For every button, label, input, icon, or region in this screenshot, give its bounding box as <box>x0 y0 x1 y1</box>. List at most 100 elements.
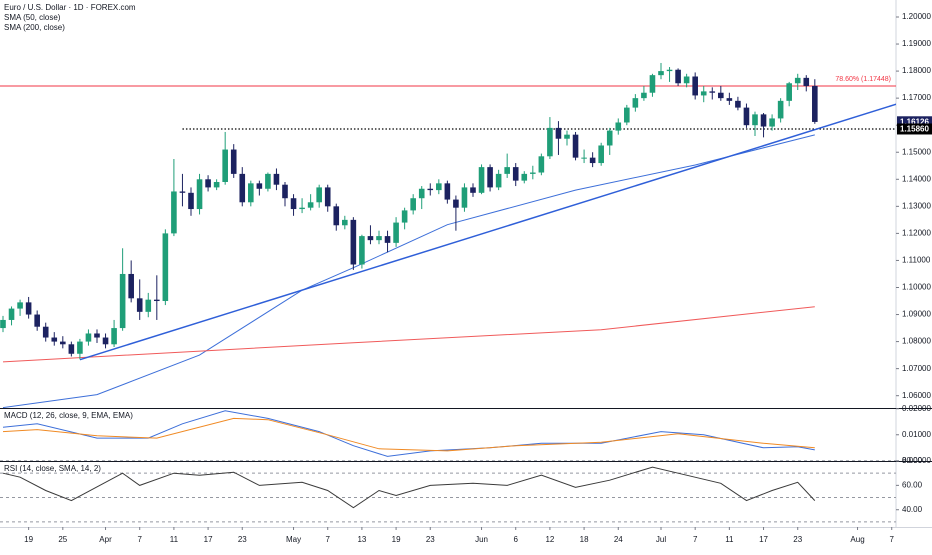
candle-body <box>290 198 297 210</box>
candle-body <box>273 173 280 185</box>
candle-body <box>307 202 314 208</box>
price-marker <box>897 123 932 135</box>
candle-body <box>427 188 434 191</box>
candle-body <box>25 302 32 315</box>
sma-line <box>2 306 815 363</box>
y-tick-label: 1.11000 <box>902 256 931 265</box>
candle-body <box>17 302 23 309</box>
x-tick-label: 23 <box>793 535 802 544</box>
candle-body <box>60 341 66 345</box>
candle-body <box>401 210 408 223</box>
x-tick-label: 23 <box>238 535 247 544</box>
legend-entry: SMA (200, close) <box>4 23 65 32</box>
x-tick-label: 19 <box>24 535 33 544</box>
axes: 1.200001.190001.180001.170001.160001.150… <box>24 12 932 544</box>
candle-body <box>718 92 724 99</box>
x-tick-label: 17 <box>759 535 768 544</box>
candle-body <box>256 183 263 189</box>
candle-body <box>51 337 58 342</box>
candle-body <box>367 236 374 241</box>
x-tick-label: 11 <box>170 535 179 544</box>
y-tick-label: 60.00 <box>902 480 923 489</box>
candle-body <box>675 69 681 84</box>
y-tick-label: 0.00000 <box>902 456 931 465</box>
y-tick-label: 1.19000 <box>902 39 931 48</box>
candle-body <box>641 92 647 99</box>
x-tick-label: 7 <box>325 535 330 544</box>
candle-body <box>359 236 365 265</box>
candle-body <box>444 183 451 200</box>
rsi-pane <box>0 466 896 523</box>
x-tick-label: 7 <box>137 535 142 544</box>
x-tick-label: 17 <box>204 535 213 544</box>
y-tick-label: 1.06000 <box>902 391 931 400</box>
candle-body <box>119 273 126 329</box>
x-tick-label: 7 <box>890 535 895 544</box>
candle-body <box>239 173 246 203</box>
candle-body <box>34 314 40 327</box>
macd-title: MACD (12, 26, close, 9, EMA, EMA) <box>4 411 133 420</box>
x-tick-label: 19 <box>392 535 401 544</box>
x-tick-label: 12 <box>545 535 554 544</box>
candle-body <box>794 77 801 84</box>
x-tick-label: Aug <box>850 535 864 544</box>
candle-body <box>649 75 656 93</box>
x-tick-label: 23 <box>426 535 435 544</box>
candle-body <box>812 85 818 122</box>
candle-body <box>803 77 810 86</box>
candle-body <box>222 149 228 182</box>
candle-body <box>624 107 630 123</box>
y-tick-label: 1.18000 <box>902 66 931 75</box>
rsi-line <box>2 466 816 509</box>
x-tick-label: Jul <box>656 535 666 544</box>
x-tick-label: Apr <box>99 535 112 544</box>
candle-body <box>324 187 331 207</box>
candle-body <box>743 107 750 126</box>
candle-body <box>282 184 288 199</box>
candle-body <box>205 179 211 188</box>
candle-body <box>487 167 493 188</box>
candle-body <box>777 100 784 119</box>
y-tick-label: 0.02000 <box>902 404 931 413</box>
candle-body <box>615 122 622 131</box>
candle-body <box>658 71 664 76</box>
candle-body <box>384 236 391 243</box>
rsi-title: RSI (14, close, SMA, 14, 2) <box>4 464 101 473</box>
candle-body <box>42 326 49 338</box>
x-tick-label: 7 <box>693 535 698 544</box>
candle-body <box>85 333 92 342</box>
candle-body <box>333 206 340 226</box>
candle-body <box>461 187 468 208</box>
candle-body <box>350 219 357 265</box>
candle-body <box>418 188 425 199</box>
y-tick-label: 0.01000 <box>902 430 931 439</box>
candle-body <box>128 273 134 299</box>
candle-body <box>530 172 536 174</box>
candle-body <box>564 134 570 139</box>
y-tick-label: 1.17000 <box>902 93 931 102</box>
candle-body <box>299 207 305 210</box>
candle-body <box>504 167 510 174</box>
candle-body <box>512 167 519 181</box>
candle-body <box>666 69 673 72</box>
macd-line <box>2 417 815 452</box>
y-tick-label: 1.15000 <box>902 147 931 156</box>
x-tick-label: 24 <box>614 535 623 544</box>
candle-body <box>188 192 194 210</box>
y-tick-label: 1.10000 <box>902 283 931 292</box>
candle-body <box>68 344 75 354</box>
candle-body <box>162 233 169 302</box>
legend-entry: SMA (50, close) <box>4 13 61 22</box>
candle-body <box>102 337 109 345</box>
candle-body <box>171 191 177 234</box>
candle-body <box>342 219 348 226</box>
candle-body <box>709 91 716 93</box>
candle-body <box>453 199 459 208</box>
y-tick-label: 1.13000 <box>902 201 931 210</box>
candle-body <box>179 191 186 193</box>
candle-body <box>230 149 237 174</box>
candle-body <box>136 298 143 312</box>
